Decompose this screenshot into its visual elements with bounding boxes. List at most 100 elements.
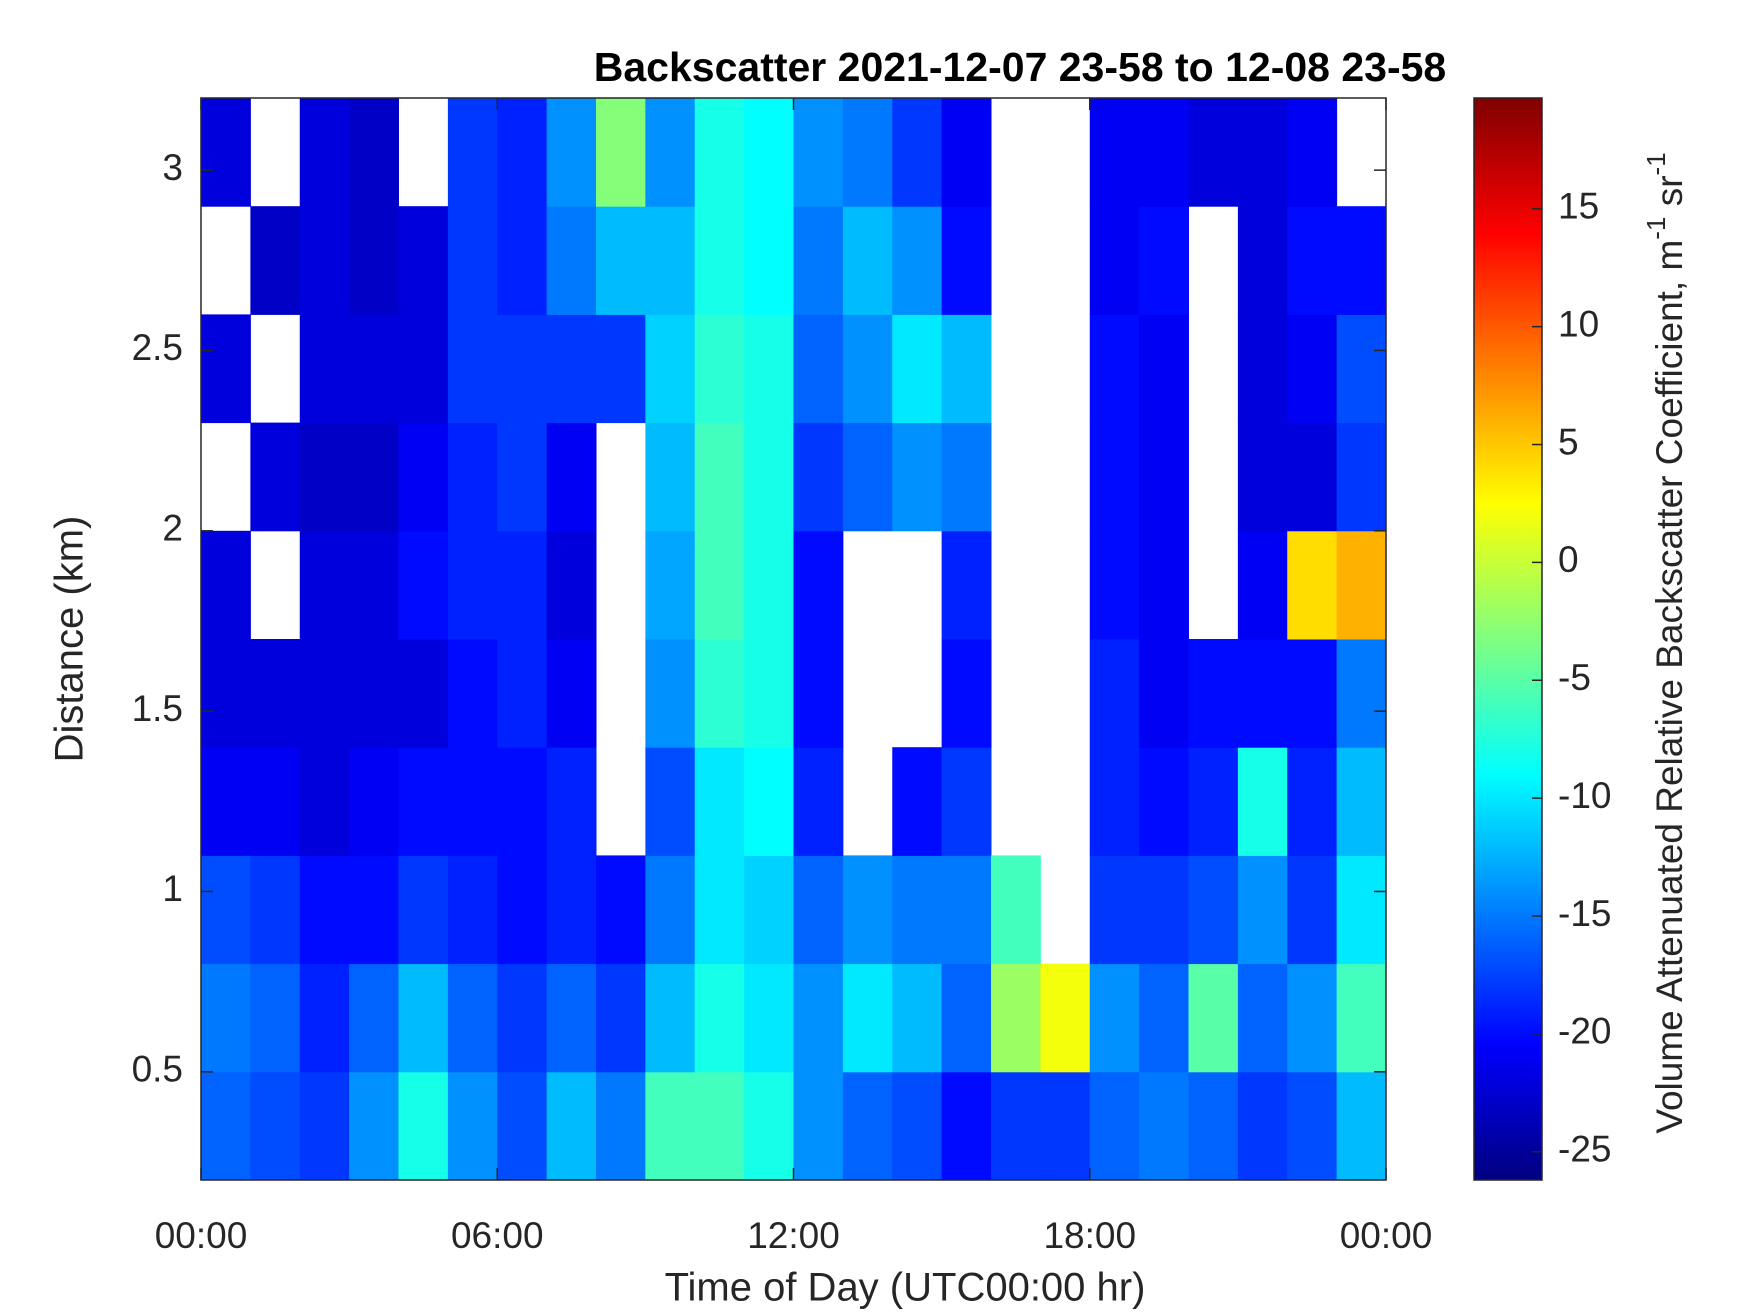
heatmap-cell [1237,206,1288,315]
heatmap-cell [1188,747,1239,856]
heatmap-cell [1287,855,1338,965]
heatmap-cell [546,639,597,748]
heatmap-cell [842,314,893,424]
heatmap-cell [299,206,350,315]
heatmap-cell [1237,963,1288,1073]
heatmap-cell [1089,314,1140,424]
heatmap-cell [991,1071,1041,1181]
heatmap-cell [793,963,844,1073]
heatmap-cell [941,639,992,748]
heatmap-cell [842,422,893,532]
heatmap-cell [645,98,696,207]
heatmap-cell [596,963,646,1073]
heatmap-cell [596,98,646,207]
heatmap-cell [299,963,350,1073]
y-tick-label: 0.5 [132,1049,183,1090]
heatmap-cell [1139,98,1189,207]
heatmap-cell [546,963,597,1073]
heatmap-cell [793,206,844,315]
heatmap-cell [645,747,696,856]
heatmap-cell [1139,530,1189,640]
heatmap-cell [1089,206,1140,315]
heatmap-cell [1089,639,1140,748]
heatmap-cell [447,747,498,856]
heatmap-cell [1287,206,1338,315]
heatmap-cell [793,1071,844,1181]
heatmap-cell [1237,98,1288,207]
heatmap-cell [250,206,301,315]
heatmap-cell [1336,206,1387,315]
heatmap-cell [694,206,745,315]
heatmap-cell [1237,855,1288,965]
heatmap-cell [645,963,696,1073]
heatmap-cell [694,747,745,856]
heatmap-cell [1089,963,1140,1073]
colorbar-tick-label: 5 [1558,421,1579,462]
heatmap-cell [1336,314,1387,424]
heatmap-cell [892,1071,943,1181]
heatmap-cell [349,98,399,207]
heatmap-cell [1139,206,1189,315]
heatmap-cell [793,422,844,532]
heatmap-cell [842,963,893,1073]
heatmap-cell [546,314,597,424]
colorbar-label: Volume Attenuated Relative Backscatter C… [1641,152,1690,1133]
heatmap-cell [398,530,449,640]
heatmap-cell [497,963,548,1073]
heatmap-cell [250,422,301,532]
heatmap-cell [201,639,251,748]
heatmap-cell [201,855,251,965]
heatmap-cell [892,422,943,532]
heatmap-cell [299,747,350,856]
heatmap-cell [744,1071,794,1181]
heatmap-cell [1336,1071,1387,1181]
y-tick-label: 1 [162,868,183,909]
heatmap-cell [1040,963,1091,1073]
heatmap-cell [1089,855,1140,965]
heatmap-cell [1089,1071,1140,1181]
heatmap-cell [744,314,794,424]
heatmap-cell [1237,530,1288,640]
heatmap-cell [299,422,350,532]
heatmap-cell [1237,314,1288,424]
heatmap-cell [497,98,548,207]
heatmap-cells [201,98,1387,1181]
heatmap-cell [744,530,794,640]
heatmap-cell [299,639,350,748]
heatmap-cell [497,422,548,532]
heatmap-cell [1237,639,1288,748]
heatmap-cell [1089,98,1140,207]
heatmap-cell [645,1071,696,1181]
heatmap-cell [1336,422,1387,532]
y-tick-label: 3 [162,147,183,188]
heatmap-cell [398,206,449,315]
colorbar-label-text: sr [1649,175,1690,216]
heatmap-cell [546,98,597,207]
heatmap-cell [694,422,745,532]
heatmap-cell [941,98,992,207]
heatmap-cell [694,1071,745,1181]
heatmap-cell [1336,963,1387,1073]
heatmap-cell [497,855,548,965]
heatmap-cell [1040,1071,1091,1181]
heatmap-cell [596,855,646,965]
heatmap-cell [645,639,696,748]
heatmap-cell [645,530,696,640]
heatmap-cell [1287,639,1338,748]
heatmap-cell [349,747,399,856]
heatmap-cell [645,855,696,965]
x-axis-label: Time of Day (UTC00:00 hr) [665,1266,1146,1310]
heatmap-cell [546,747,597,856]
heatmap-cell [349,639,399,748]
heatmap-cell [497,747,548,856]
heatmap-cell [299,855,350,965]
heatmap-cell [941,422,992,532]
colorbar-tick-label: 10 [1558,303,1599,344]
heatmap-cell [398,639,449,748]
heatmap-cell [1089,530,1140,640]
y-axis-label: Distance (km) [48,516,92,763]
heatmap-cell [1287,747,1338,856]
heatmap-cell [1139,747,1189,856]
heatmap-cell [842,855,893,965]
